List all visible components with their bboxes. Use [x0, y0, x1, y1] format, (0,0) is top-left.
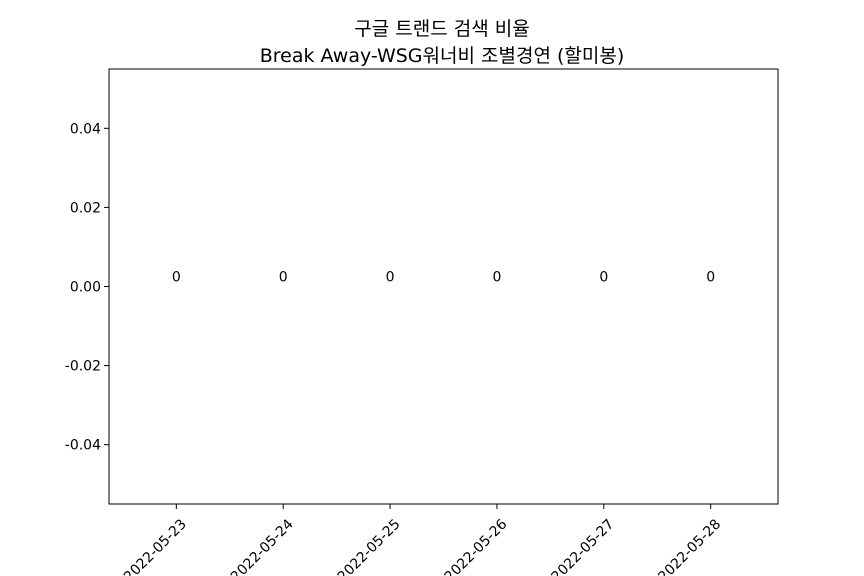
bar-value-label: 0: [599, 270, 608, 286]
plot-area-frame: [108, 68, 779, 505]
x-tick-label: 2022-05-24: [228, 516, 297, 576]
y-tick-label: -0.02: [65, 359, 101, 375]
x-axis: 2022-05-23 2022-05-24 2022-05-25 2022-05-26…: [121, 504, 724, 576]
bar-value-label: 0: [492, 270, 501, 286]
bar-value-label: 0: [279, 270, 288, 286]
bar-value-label: 0: [172, 270, 181, 286]
chart-subtitle: Break Away-WSG워너비 조별경연 (할미봉): [260, 45, 625, 67]
x-tick-label: 2022-05-23: [121, 516, 190, 576]
x-tick-label: 2022-05-26: [442, 516, 511, 576]
bar-value-label: 0: [386, 270, 395, 286]
y-tick-label: 0.02: [70, 200, 101, 216]
chart-title: 구글 트랜드 검색 비율: [354, 18, 529, 40]
y-tick-label: 0.00: [70, 280, 101, 296]
x-tick-label: 2022-05-27: [549, 516, 618, 576]
y-tick-label: 0.04: [70, 121, 101, 137]
y-axis: -0.04 -0.02 0.00 0.02 0.04: [65, 121, 109, 454]
x-tick-label: 2022-05-28: [655, 516, 724, 576]
bar-value-label: 0: [706, 270, 715, 286]
x-tick-label: 2022-05-25: [335, 516, 404, 576]
y-tick-label: -0.04: [65, 438, 101, 454]
data-labels: 0 0 0 0 0 0: [172, 270, 715, 286]
